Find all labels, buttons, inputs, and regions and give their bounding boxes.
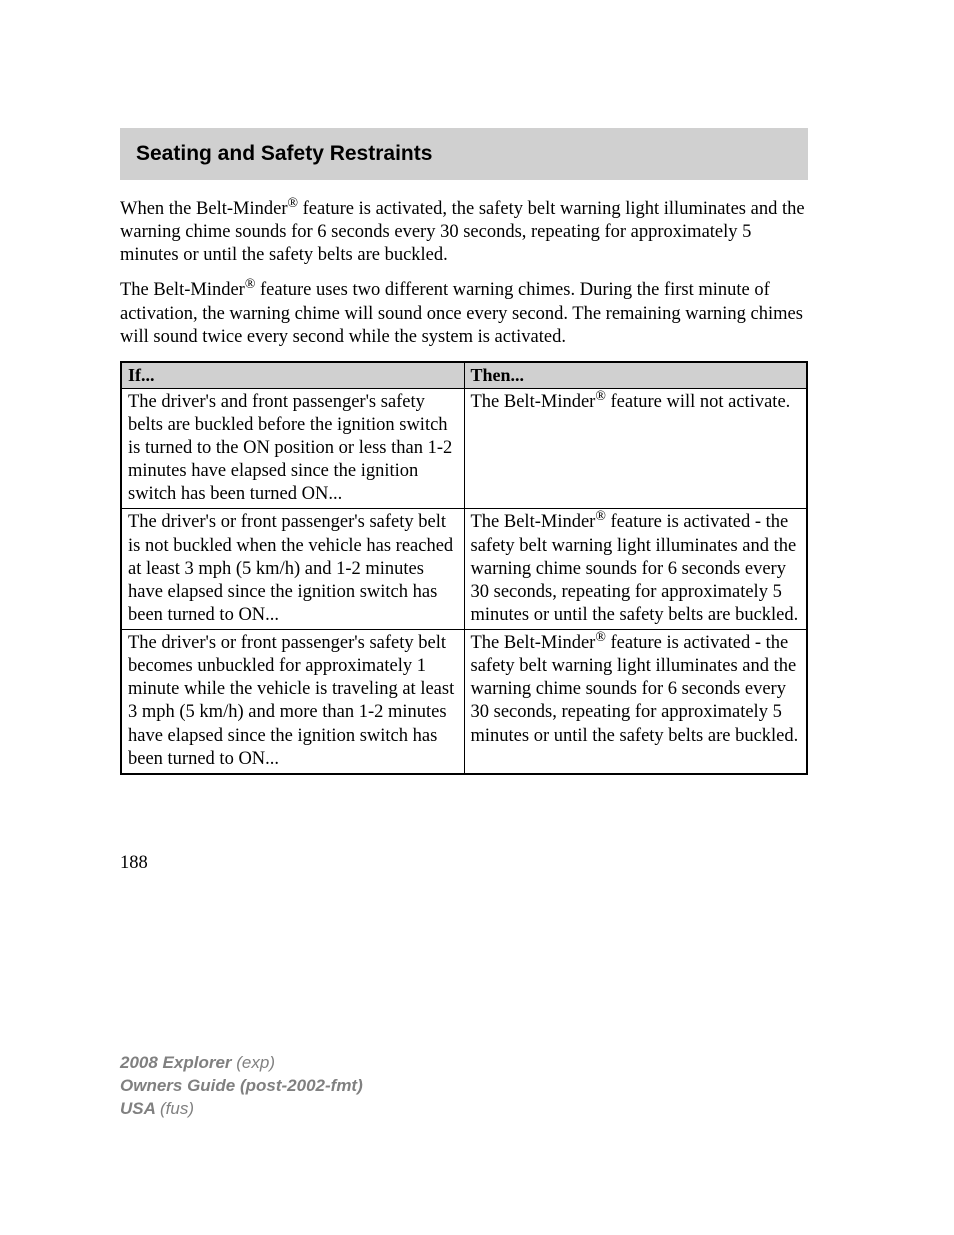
table-cell-if: The driver's and front passenger's safet…	[121, 388, 464, 509]
section-title: Seating and Safety Restraints	[136, 142, 792, 166]
table-cell-if: The driver's or front passenger's safety…	[121, 509, 464, 630]
table-row: The driver's and front passenger's safet…	[121, 388, 807, 509]
p2-text-a: The Belt-Minder	[120, 280, 245, 300]
then-text-a: The Belt-Minder	[471, 633, 596, 653]
table-header-row: If... Then...	[121, 362, 807, 389]
paragraph-2: The Belt-Minder® feature uses two differ…	[120, 279, 808, 348]
footer-line-1: 2008 Explorer (exp)	[120, 1052, 363, 1075]
table-row: The driver's or front passenger's safety…	[121, 630, 807, 774]
registered-icon: ®	[245, 277, 256, 292]
registered-icon: ®	[595, 630, 606, 645]
registered-icon: ®	[595, 509, 606, 524]
page-content: Seating and Safety Restraints When the B…	[0, 0, 954, 874]
footer-code-2: (fus)	[160, 1099, 194, 1118]
table-header-then: Then...	[464, 362, 807, 389]
footer: 2008 Explorer (exp) Owners Guide (post-2…	[120, 1052, 363, 1121]
then-text-a: The Belt-Minder	[471, 392, 596, 412]
table-cell-then: The Belt-Minder® feature will not activa…	[464, 388, 807, 509]
table-row: The driver's or front passenger's safety…	[121, 509, 807, 630]
footer-code-1: (exp)	[236, 1053, 275, 1072]
table-header-if: If...	[121, 362, 464, 389]
paragraph-1: When the Belt-Minder® feature is activat…	[120, 198, 808, 267]
table-cell-if: The driver's or front passenger's safety…	[121, 630, 464, 774]
footer-line-3: USA (fus)	[120, 1098, 363, 1121]
then-text-a: The Belt-Minder	[471, 512, 596, 532]
footer-model: 2008 Explorer	[120, 1053, 236, 1072]
table-cell-then: The Belt-Minder® feature is activated - …	[464, 630, 807, 774]
p1-text-a: When the Belt-Minder	[120, 199, 287, 219]
page-number: 188	[120, 853, 808, 874]
then-text-b: feature will not activate.	[606, 392, 790, 412]
section-header: Seating and Safety Restraints	[120, 128, 808, 180]
registered-icon: ®	[287, 196, 298, 211]
footer-region: USA	[120, 1099, 160, 1118]
footer-line-2: Owners Guide (post-2002-fmt)	[120, 1075, 363, 1098]
registered-icon: ®	[595, 389, 606, 404]
table-cell-then: The Belt-Minder® feature is activated - …	[464, 509, 807, 630]
conditions-table: If... Then... The driver's and front pas…	[120, 361, 808, 775]
